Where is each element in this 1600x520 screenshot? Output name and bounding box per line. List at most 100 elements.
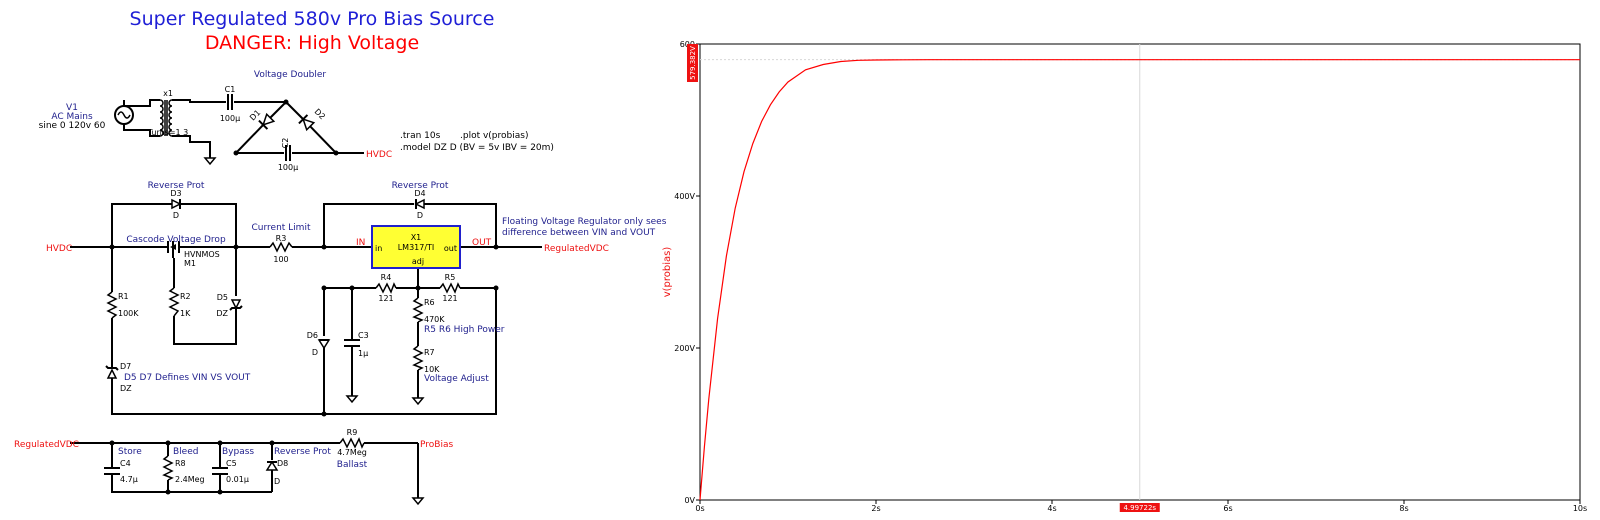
d3-label: D3 (170, 189, 181, 198)
d8-note: Reverse Prot (274, 447, 331, 457)
r3-value: 100 (273, 255, 288, 264)
diode-d3[interactable] (171, 198, 182, 210)
r7-value: 10K (424, 365, 440, 374)
diode-d6[interactable] (317, 339, 331, 350)
hvdc-net-1: HVDC (366, 150, 392, 160)
d7-model: DZ (120, 384, 132, 393)
regulated-vdc-net-1: RegulatedVDC (544, 244, 609, 254)
d5-label: D5 (217, 293, 228, 302)
bypass-note: Bypass (222, 447, 254, 457)
ic-pin-out: out (444, 244, 457, 253)
junctions (109, 99, 499, 495)
cursor-y-value: 579.382V (689, 46, 697, 80)
diode-d2[interactable] (298, 114, 316, 132)
resistor-r2[interactable] (168, 287, 180, 317)
cursor-x-badge (1119, 503, 1160, 512)
c3-label: C3 (358, 331, 369, 340)
floating-note-1: Floating Voltage Regulator only sees (502, 217, 667, 227)
y-tick-label: 400V (674, 192, 695, 201)
cascode-note: Cascode Voltage Drop (126, 235, 226, 245)
resistor-r6[interactable] (412, 297, 424, 323)
d5-model: DZ (216, 309, 228, 318)
capacitor-c3[interactable] (344, 339, 360, 347)
r1-value: 100K (118, 309, 139, 318)
probias-net: ProBias (420, 440, 453, 450)
x-tick-label: 0s (695, 504, 704, 513)
regulator-ic-x1[interactable] (371, 225, 461, 269)
store-note: Store (118, 447, 142, 457)
resistor-r9[interactable] (339, 437, 365, 449)
cursor-x-value: 4.99722s (1123, 504, 1156, 512)
v1-label: V1 (66, 103, 78, 113)
ic-pin-adj: adj (412, 257, 424, 266)
diode-d8[interactable] (265, 460, 279, 471)
capacitor-c4[interactable] (104, 467, 120, 475)
diode-d1[interactable] (258, 112, 276, 130)
trace-layer (699, 59, 1580, 501)
y-tick-label: 0V (684, 496, 695, 505)
d4-model: D (417, 211, 423, 220)
out-net: OUT (472, 238, 492, 248)
r4-value: 121 (378, 294, 393, 303)
cursor-layer: 4.99722s 579.382V (687, 44, 1160, 512)
ac-source-v1[interactable] (114, 105, 134, 125)
ic-pin-in: in (375, 244, 382, 253)
ic-part-label: LM317/TI (398, 243, 435, 252)
r3-label: R3 (276, 234, 287, 243)
c1-label: C1 (225, 85, 236, 94)
voltage-doubler-label: Voltage Doubler (254, 70, 327, 80)
r2-label: R2 (180, 292, 191, 301)
d1-label: D1 (248, 108, 262, 122)
y-tick-label: 200V (674, 344, 695, 353)
danger-warning: DANGER: High Voltage (205, 32, 419, 54)
d5-d7-note: D5 D7 Defines VIN VS VOUT (124, 373, 251, 383)
capacitor-c1[interactable] (227, 94, 233, 110)
in-net: IN (356, 238, 365, 248)
c4-value: 4.7µ (120, 475, 138, 484)
r9-value: 4.7Meg (337, 448, 367, 457)
x1-label: x1 (163, 89, 173, 98)
waveform-plot[interactable]: 0s2s4s6s8s10s0V200V400V600 4.99722s579.3… (662, 40, 1587, 513)
plot-directive: .plot v(probias) (460, 131, 528, 141)
ballast-note: Ballast (337, 460, 368, 470)
r2-value: 1K (180, 309, 191, 318)
capacitor-c5[interactable] (212, 467, 228, 475)
zener-d5[interactable] (229, 299, 243, 311)
schematic-title: Super Regulated 580v Pro Bias Source (130, 8, 495, 30)
resistor-r5[interactable] (439, 282, 461, 294)
c3-value: 1µ (358, 349, 368, 358)
mosfet-m1[interactable] (167, 241, 184, 258)
r7-label: R7 (424, 348, 435, 357)
r6-label: R6 (424, 298, 435, 307)
tran-directive: .tran 10s (400, 131, 441, 141)
d4-label: D4 (414, 189, 425, 198)
transformer-x1[interactable] (159, 99, 173, 137)
zener-d7[interactable] (105, 365, 119, 379)
d8-model: D (274, 477, 280, 486)
m1-label: M1 (184, 259, 196, 268)
x-tick-label: 8s (1399, 504, 1408, 513)
resistor-r7[interactable] (412, 345, 424, 371)
model-directive: .model DZ D (BV = 5v IBV = 20m) (400, 143, 554, 153)
resistor-r4[interactable] (375, 282, 397, 294)
resistor-r3[interactable] (269, 241, 293, 253)
v1-desc: AC Mains (51, 112, 93, 122)
cursor-y-badge (687, 44, 698, 82)
c5-label: C5 (226, 459, 237, 468)
turns-label: Turns=1 3 (147, 128, 189, 137)
d4-note: Reverse Prot (392, 181, 449, 191)
ic-ref-label: X1 (411, 233, 422, 242)
capacitor-c2[interactable] (285, 145, 291, 161)
d7-label: D7 (120, 362, 131, 371)
d6-model: D (312, 348, 318, 357)
x-tick-label: 2s (871, 504, 880, 513)
resistor-r8[interactable] (162, 455, 174, 481)
diode-d4[interactable] (414, 198, 425, 210)
schematic: Super Regulated 580v Pro Bias Source DAN… (14, 8, 667, 506)
m1-model: HVNMOS (184, 250, 220, 259)
r4-label: R4 (381, 273, 392, 282)
resistor-r1[interactable] (106, 291, 118, 319)
c1-value: 100µ (220, 114, 240, 123)
